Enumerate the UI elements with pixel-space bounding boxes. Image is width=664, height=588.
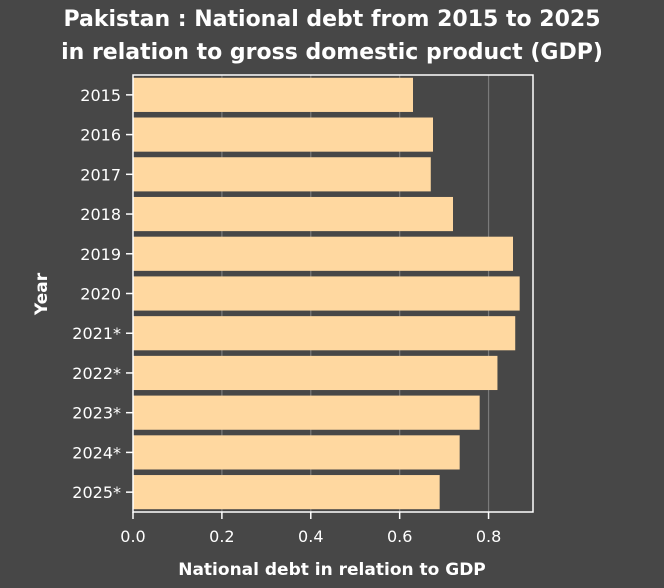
y-tick-label: 2019 [80,245,121,264]
y-tick-label: 2017 [80,165,121,184]
y-tick-label: 2023* [72,404,121,423]
plot-area: 2015 2016 2017 2018 2019 2020 2021* 2022* 2023* 2… [72,74,534,546]
bar [133,236,513,271]
y-axis-label: Year [32,272,52,316]
bar [133,117,433,152]
y-tick-label: 2025* [72,483,121,502]
x-tick-label: 0.8 [476,527,501,546]
y-tick-label: 2021* [72,324,121,343]
y-tick-label: 2016 [80,126,121,145]
x-tick-label: 0.4 [298,527,323,546]
bar [133,475,440,510]
bar [133,435,460,470]
bar [133,157,431,192]
plot-frame [132,74,534,513]
chart-title-line-1: Pakistan : National debt from 2015 to 20… [63,7,600,32]
bar [133,276,520,311]
x-tick-label: 0.2 [209,527,234,546]
y-tick-label: 2020 [80,285,121,304]
bar [133,316,516,351]
x-axis-label: National debt in relation to GDP [178,560,486,580]
x-tick-label: 0.6 [387,527,412,546]
y-tick-label: 2022* [72,364,121,383]
x-tick-label: 0.0 [120,527,145,546]
y-tick-label: 2024* [72,443,121,462]
bar [133,196,453,232]
bar [133,355,498,391]
y-tick-label: 2015 [80,86,121,105]
bar [133,395,480,430]
y-tick-label: 2018 [80,205,121,224]
bar [133,77,413,112]
chart-title-line-2: in relation to gross domestic product (G… [61,40,603,65]
